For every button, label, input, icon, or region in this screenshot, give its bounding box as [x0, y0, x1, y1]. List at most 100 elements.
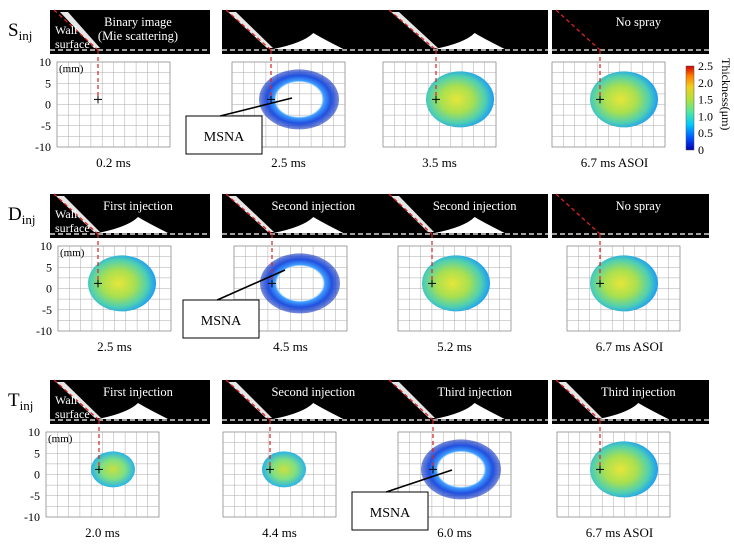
injection-axis — [555, 193, 601, 235]
time-label: 5.2 ms — [437, 339, 472, 354]
y-tick-label: 5 — [46, 260, 52, 274]
panel-1-4: No spray 6.7 ms ASOI — [551, 9, 709, 170]
film-thickness-map — [88, 255, 156, 312]
panel-header: Third injection — [601, 385, 676, 399]
panel-header: Second injection — [271, 385, 355, 399]
injection-axis — [388, 193, 433, 235]
y-tick-label: -10 — [36, 324, 52, 338]
panel-header: Third injection — [437, 385, 512, 399]
thickness-grid — [566, 245, 681, 332]
callout-box — [351, 491, 429, 531]
callout-pointer — [385, 469, 453, 493]
injection-axis — [53, 379, 100, 421]
wall-film-image — [434, 403, 505, 419]
panel-header: Second injection — [271, 199, 355, 213]
row-label-sub: inj — [20, 398, 34, 413]
row-label-main: T — [8, 390, 20, 411]
wall-label: Wall — [55, 393, 78, 407]
row-3: Tinj First injection 2.0 ms Second injectio… — [8, 379, 709, 540]
y-tick-label: 5 — [45, 76, 51, 90]
binary-image — [552, 194, 709, 238]
time-label: 3.5 ms — [422, 155, 457, 170]
thickness-grid — [57, 245, 172, 332]
colorbar-tick: 2.5 — [698, 59, 713, 73]
y-tick-label: 10 — [39, 55, 51, 69]
film-thickness-map — [590, 441, 658, 498]
thickness-grid — [397, 431, 512, 518]
row-label-sub: inj — [22, 212, 36, 227]
film-thickness-ring — [260, 253, 340, 314]
time-label: 6.7 ms ASOI — [596, 339, 664, 354]
injection-axis — [225, 379, 271, 421]
callout-box — [182, 299, 260, 339]
panel-2-2: Second injection 4.5 ms — [222, 193, 388, 354]
panel-header: First injection — [103, 385, 174, 399]
wall-label-2: surface — [55, 37, 90, 51]
film-thickness-ring — [259, 69, 339, 130]
thickness-grid — [233, 245, 348, 332]
wall-film-image — [273, 33, 344, 49]
time-label: 6.7 ms ASOI — [586, 525, 654, 540]
msna-callout: MSNA — [351, 469, 453, 531]
wall-film-image — [98, 403, 168, 419]
time-label: 4.5 ms — [273, 339, 308, 354]
panel-2-3: Second injection 5.2 ms — [385, 193, 548, 354]
wall-label: Wall — [55, 23, 78, 37]
y-axis: 10 5 0 -5 -10 (mm) — [36, 239, 85, 338]
axis-unit: (mm) — [59, 63, 84, 75]
film-thickness-map — [590, 71, 658, 128]
time-label: 2.5 ms — [97, 339, 132, 354]
binary-image — [552, 10, 709, 54]
panel-header-2: (Mie scattering) — [98, 29, 178, 43]
msna-callout: MSNA — [185, 97, 293, 155]
panel-1-1: Binary image(Mie scattering) 0.2 ms — [50, 9, 210, 170]
colorbar-tick: 0 — [698, 143, 704, 157]
thickness-grid — [56, 61, 171, 148]
thickness-grid — [222, 431, 337, 518]
row-label-main: S — [8, 20, 19, 41]
colorbar-bar — [685, 65, 695, 151]
panel-header: No spray — [616, 199, 662, 213]
injection-axis — [53, 193, 99, 235]
injection-axis — [555, 9, 601, 51]
film-thickness-map — [590, 255, 658, 312]
row-label-main: D — [8, 204, 22, 225]
panel-3-2: Second injection 4.4 ms — [222, 379, 388, 540]
y-tick-label: 0 — [46, 282, 52, 296]
wall-film-image — [434, 217, 505, 233]
thickness-grid — [551, 61, 666, 148]
panel-1-3: 3.5 ms — [382, 9, 548, 170]
injection-axis — [225, 9, 272, 51]
wall-film-image — [273, 403, 344, 419]
panel-2-4: No spray 6.7 ms ASOI — [552, 193, 709, 354]
y-tick-label: 0 — [34, 468, 40, 482]
film-thickness-map — [422, 255, 490, 312]
colorbar-tick: 1.5 — [698, 93, 713, 107]
time-label: 2.0 ms — [85, 525, 120, 540]
time-label: 0.2 ms — [96, 155, 131, 170]
y-tick-label: 10 — [28, 425, 40, 439]
callout-label: MSNA — [204, 130, 245, 145]
colorbar-title: Thickness(μm) — [719, 58, 733, 130]
y-tick-label: -10 — [35, 140, 51, 154]
injection-axis — [555, 379, 601, 421]
injection-axis — [53, 9, 99, 51]
panel-header: First injection — [103, 199, 174, 213]
row-1: Sinj Binary image(Mie scattering) 0.2 ms 2.… — [8, 9, 709, 170]
y-axis: 10 5 0 -5 -10 (mm) — [35, 55, 84, 154]
callout-pointer — [216, 269, 286, 301]
y-tick-label: 5 — [34, 446, 40, 460]
injection-axis — [388, 379, 434, 421]
row-label: Tinj — [8, 390, 33, 413]
panel-1-2: 2.5 ms — [222, 9, 388, 170]
axis-unit: (mm) — [48, 433, 73, 445]
panel-3-3: Third injection 6.0 ms — [385, 379, 548, 540]
callout-box — [185, 115, 263, 155]
thickness-grid — [556, 431, 671, 518]
panel-3-1: First injection 2.0 ms — [45, 379, 210, 540]
film-thickness-map — [91, 451, 135, 488]
y-tick-label: -5 — [41, 119, 51, 133]
wall-label-2: surface — [55, 221, 90, 235]
time-label: 6.0 ms — [437, 525, 472, 540]
time-label: 4.4 ms — [262, 525, 297, 540]
